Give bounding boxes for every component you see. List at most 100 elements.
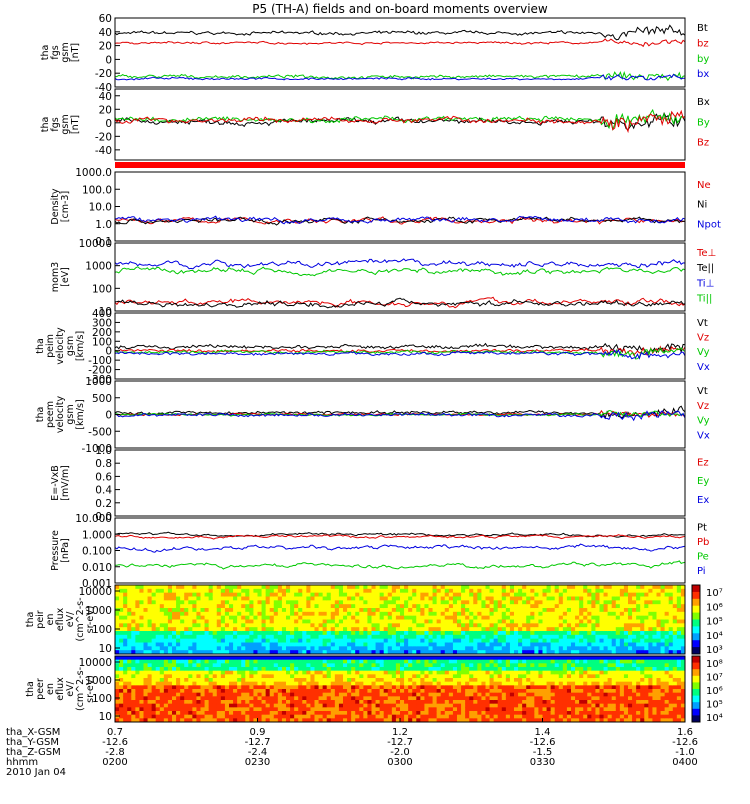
heatmap-cell [543,693,548,697]
heatmap-cell [453,585,458,589]
heatmap-cell [180,660,185,664]
heatmap-cell [538,711,543,715]
heatmap-cell [152,674,157,678]
heatmap-cell [583,585,588,589]
heatmap-cell [441,693,446,697]
heatmap-cell [144,604,149,608]
heatmap-cell [563,685,568,689]
heatmap-cell [217,696,222,700]
heatmap-cell [286,585,291,589]
heatmap-cell [282,715,287,719]
heatmap-cell [457,643,462,647]
heatmap-cell [367,671,372,675]
heatmap-cell [160,608,165,612]
heatmap-cell [180,600,185,604]
heatmap-cell [363,693,368,697]
heatmap-cell [494,682,499,686]
heatmap-cell [245,623,250,627]
heatmap-cell [298,667,303,671]
heatmap-cell [396,597,401,601]
heatmap-cell [160,711,165,715]
heatmap-cell [327,593,332,597]
heatmap-cell [481,678,486,682]
heatmap-cell [575,678,580,682]
heatmap-cell [502,620,507,624]
heatmap-cell [567,589,572,593]
heatmap-cell [188,585,193,589]
heatmap-cell [612,616,617,620]
heatmap-cell [221,674,226,678]
heatmap-cell [327,689,332,693]
heatmap-cell [543,700,548,704]
heatmap-cell [221,667,226,671]
heatmap-cell [135,667,140,671]
heatmap-cell [168,696,173,700]
heatmap-cell [461,667,466,671]
heatmap-cell [184,646,189,650]
legend-vz: Vz [697,332,709,343]
heatmap-cell [367,616,372,620]
heatmap-cell [530,663,535,667]
heatmap-cell [278,635,283,639]
heatmap-cell [310,612,315,616]
heatmap-cell [139,678,144,682]
heatmap-cell [359,671,364,675]
heatmap-cell [551,671,556,675]
heatmap-cell [351,585,356,589]
heatmap-cell [201,667,206,671]
heatmap-cell [249,682,254,686]
heatmap-cell [205,715,210,719]
heatmap-cell [367,608,372,612]
heatmap-cell [294,616,299,620]
heatmap-cell [559,620,564,624]
heatmap-cell [575,704,580,708]
heatmap-cell [359,711,364,715]
heatmap-cell [543,627,548,631]
heatmap-cell [286,704,291,708]
heatmap-cell [319,707,324,711]
heatmap-cell [400,667,405,671]
heatmap-cell [363,660,368,664]
heatmap-cell [477,643,482,647]
heatmap-cell [176,631,181,635]
heatmap-cell [522,671,527,675]
panel-frame [115,243,685,311]
heatmap-cell [567,707,572,711]
heatmap-cell [376,715,381,719]
heatmap-cell [600,682,605,686]
heatmap-cell [514,704,519,708]
heatmap-cell [669,627,674,631]
heatmap-cell [665,600,670,604]
heatmap-cell [555,715,560,719]
heatmap-cell [612,656,617,660]
heatmap-cell [339,608,344,612]
heatmap-cell [563,660,568,664]
heatmap-cell [437,707,442,711]
heatmap-cell [131,678,136,682]
heatmap-cell [139,674,144,678]
heatmap-cell [192,620,197,624]
heatmap-cell [380,646,385,650]
heatmap-cell [372,656,377,660]
heatmap-cell [608,643,613,647]
heatmap-cell [213,700,218,704]
heatmap-cell [380,685,385,689]
heatmap-cell [266,620,271,624]
heatmap-cell [490,689,495,693]
heatmap-cell [237,620,242,624]
heatmap-cell [551,656,556,660]
heatmap-cell [481,700,486,704]
heatmap-cell [473,678,478,682]
heatmap-cell [192,597,197,601]
heatmap-cell [123,715,128,719]
heatmap-cell [543,585,548,589]
heatmap-cell [310,589,315,593]
heatmap-cell [355,715,360,719]
heatmap-cell [388,696,393,700]
heatmap-cell [192,682,197,686]
heatmap-cell [612,643,617,647]
heatmap-cell [335,620,340,624]
heatmap-cell [184,707,189,711]
heatmap-cell [441,604,446,608]
heatmap-cell [579,704,584,708]
